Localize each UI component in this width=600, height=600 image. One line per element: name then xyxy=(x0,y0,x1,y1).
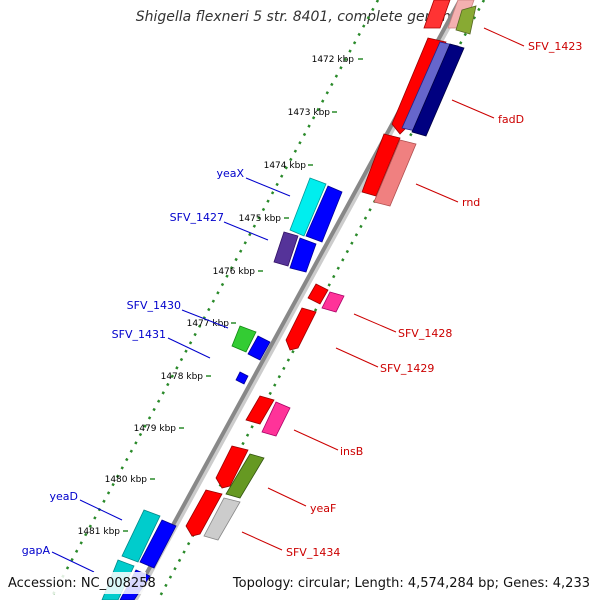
leader-line xyxy=(353,313,397,333)
gene-arrow[interactable] xyxy=(235,371,249,385)
gene-arrow[interactable] xyxy=(203,497,241,541)
leader-line xyxy=(241,531,283,551)
ruler-label: 1474 kbp xyxy=(264,161,307,171)
gene-label-forward[interactable]: insB xyxy=(340,445,363,458)
gene-arrow[interactable] xyxy=(321,291,345,313)
ruler-label: 1477 kbp xyxy=(187,319,230,329)
gene-arrow[interactable] xyxy=(285,307,317,351)
ruler-tick: 1476 kbp xyxy=(213,267,263,277)
gene-arrow[interactable] xyxy=(289,177,327,237)
gene-arrow[interactable] xyxy=(373,139,417,207)
leader-line xyxy=(79,499,123,521)
leader-line xyxy=(451,99,495,119)
gene-arrow[interactable] xyxy=(423,0,451,29)
leader-line xyxy=(293,429,339,451)
footer-left-backing xyxy=(4,572,146,594)
gene-arrow[interactable] xyxy=(307,283,329,305)
gene-arrow[interactable] xyxy=(139,519,177,569)
gene-arrow[interactable] xyxy=(231,325,257,353)
gene-arrow[interactable] xyxy=(247,335,271,361)
gene-arrow[interactable] xyxy=(121,509,161,563)
forward-genes xyxy=(185,0,477,541)
gene-label-forward[interactable]: SFV_1428 xyxy=(398,327,452,340)
accession-text: Accession: NC_008258 xyxy=(8,576,156,591)
ruler-label: 1476 kbp xyxy=(213,267,256,277)
ruler: 1472 kbp 1473 kbp 1474 kbp 1475 kbp 1476… xyxy=(78,55,363,537)
map-title: Shigella flexneri 5 str. 8401, complete … xyxy=(135,9,465,25)
ruler-tick: 1475 kbp xyxy=(239,214,289,224)
leader-line xyxy=(415,183,459,203)
gene-label-forward[interactable]: rnd xyxy=(462,196,480,209)
gene-arrow[interactable] xyxy=(185,489,223,537)
leader-line xyxy=(245,177,291,197)
ruler-tick: 1477 kbp xyxy=(187,319,236,329)
ruler-label: 1479 kbp xyxy=(134,424,177,434)
ruler-tick: 1479 kbp xyxy=(134,424,184,434)
gene-arrow[interactable] xyxy=(261,401,291,437)
gene-arrow[interactable] xyxy=(215,445,249,489)
ruler-label: 1473 kbp xyxy=(288,108,331,118)
gene-arrow[interactable] xyxy=(411,43,465,137)
reverse-labels: yeaX SFV_1427 SFV_1430 SFV_1431 yeaD gap… xyxy=(22,167,291,573)
gene-label-reverse[interactable]: yeaX xyxy=(216,167,244,180)
ruler-tick: 1473 kbp xyxy=(288,108,337,118)
genome-stats-text: Topology: circular; Length: 4,574,284 bp… xyxy=(232,576,590,591)
forward-labels: SFV_1423 fadD rnd SFV_1428 SFV_1429 insB… xyxy=(241,27,582,559)
leader-line xyxy=(483,27,525,47)
ruler-label: 1481 kbp xyxy=(78,527,121,537)
reverse-genes xyxy=(101,177,343,600)
ruler-tick: 1480 kbp xyxy=(105,475,155,485)
gene-arrow[interactable] xyxy=(225,453,265,499)
ruler-tick: 1478 kbp xyxy=(161,372,211,382)
ruler-tick: 1481 kbp xyxy=(78,527,128,537)
ruler-tick: 1474 kbp xyxy=(264,161,313,171)
ruler-label: 1480 kbp xyxy=(105,475,148,485)
leader-line xyxy=(167,337,211,359)
gene-arrow[interactable] xyxy=(273,231,299,267)
gene-label-forward[interactable]: yeaF xyxy=(310,502,336,515)
leader-line xyxy=(267,487,307,507)
gene-arrow[interactable] xyxy=(361,133,401,197)
gene-arrow[interactable] xyxy=(455,5,477,35)
gene-label-forward[interactable]: SFV_1423 xyxy=(528,40,582,53)
leader-line xyxy=(223,221,269,241)
gene-label-reverse[interactable]: gapA xyxy=(22,544,51,557)
gene-arrow[interactable] xyxy=(245,395,275,425)
gene-label-forward[interactable]: fadD xyxy=(498,113,524,126)
gene-label-reverse[interactable]: SFV_1431 xyxy=(112,328,166,341)
gene-label-reverse[interactable]: SFV_1430 xyxy=(127,299,181,312)
ruler-label: 1475 kbp xyxy=(239,214,282,224)
gene-arrow[interactable] xyxy=(289,237,317,273)
gene-label-forward[interactable]: SFV_1434 xyxy=(286,546,340,559)
leader-line xyxy=(51,551,95,573)
gene-label-reverse[interactable]: yeaD xyxy=(50,490,79,503)
gene-arrow[interactable] xyxy=(305,185,343,243)
footer-right-backing xyxy=(256,572,596,594)
ruler-label: 1478 kbp xyxy=(161,372,204,382)
ruler-tick: 1472 kbp xyxy=(312,55,363,65)
leader-line xyxy=(181,309,229,329)
leader-line xyxy=(335,347,379,368)
ruler-label: 1472 kbp xyxy=(312,55,355,65)
gene-label-forward[interactable]: SFV_1429 xyxy=(380,362,434,375)
gene-label-reverse[interactable]: SFV_1427 xyxy=(170,211,224,224)
